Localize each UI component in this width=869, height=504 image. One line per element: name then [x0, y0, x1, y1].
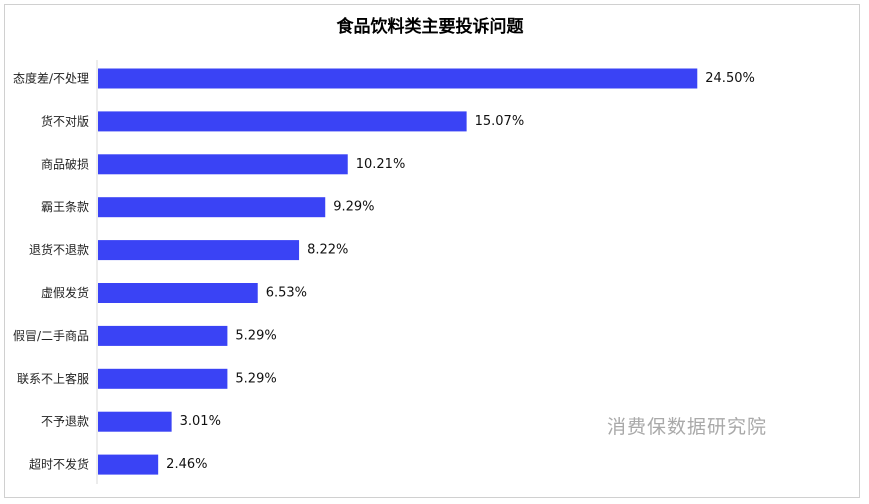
category-label: 超时不发货 [29, 457, 89, 472]
data-label: 24.50% [705, 71, 755, 86]
category-label: 态度差/不处理 [13, 71, 89, 86]
bar [98, 68, 698, 89]
category-label: 假冒/二手商品 [13, 328, 89, 343]
bar [98, 154, 348, 175]
data-label: 8.22% [307, 243, 348, 258]
data-label: 2.46% [166, 457, 207, 472]
bar [98, 325, 228, 346]
category-label: 不予退款 [41, 415, 89, 429]
category-label: 商品破损 [41, 156, 89, 171]
category-label: 霸王条款 [41, 200, 89, 214]
data-label: 5.29% [235, 371, 276, 386]
category-label: 退货不退款 [29, 242, 89, 257]
category-label: 货不对版 [41, 113, 89, 128]
category-label: 虚假发货 [41, 285, 89, 300]
data-label: 3.01% [180, 414, 221, 429]
bars-layer: 态度差/不处理 24.50% 货不对版 15.07% 商品破损 10.21% 霸王条款 9.2… [13, 68, 755, 475]
bar [98, 411, 172, 432]
data-label: 6.53% [266, 286, 307, 301]
bar [98, 454, 159, 475]
data-label: 10.21% [356, 157, 406, 172]
data-label: 9.29% [333, 200, 374, 215]
bar [98, 283, 258, 303]
bar [98, 240, 300, 261]
data-label: 5.29% [235, 328, 276, 343]
bar [98, 111, 467, 132]
watermark-text: 消费保数据研究院 [607, 416, 768, 438]
category-label: 联系不上客服 [17, 371, 89, 386]
bar [98, 368, 228, 389]
chart-title: 食品饮料类主要投诉问题 [336, 17, 524, 37]
bar [98, 197, 326, 218]
data-label: 15.07% [475, 114, 525, 129]
